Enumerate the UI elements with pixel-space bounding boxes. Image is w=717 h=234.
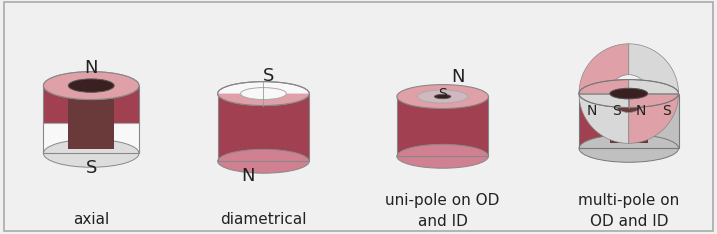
Polygon shape	[44, 124, 139, 153]
Wedge shape	[629, 94, 678, 107]
Polygon shape	[68, 86, 114, 149]
Polygon shape	[610, 94, 647, 143]
Wedge shape	[579, 44, 629, 94]
Wedge shape	[579, 80, 629, 94]
Ellipse shape	[417, 90, 467, 103]
Ellipse shape	[397, 85, 488, 109]
FancyBboxPatch shape	[4, 2, 713, 231]
Text: N: N	[636, 105, 647, 118]
Polygon shape	[44, 86, 139, 124]
Ellipse shape	[397, 144, 488, 168]
Wedge shape	[629, 94, 678, 143]
Text: N: N	[241, 167, 255, 185]
Text: S: S	[438, 87, 447, 101]
Text: uni-pole on OD
and ID: uni-pole on OD and ID	[386, 193, 500, 229]
Text: multi-pole on
OD and ID: multi-pole on OD and ID	[578, 193, 680, 229]
Text: N: N	[85, 59, 98, 77]
Polygon shape	[604, 94, 629, 148]
Wedge shape	[629, 44, 678, 94]
Ellipse shape	[44, 139, 139, 167]
Wedge shape	[629, 94, 678, 107]
Ellipse shape	[218, 149, 309, 173]
Text: S: S	[262, 67, 274, 85]
Polygon shape	[218, 94, 309, 161]
Ellipse shape	[579, 134, 678, 162]
Ellipse shape	[68, 79, 114, 92]
Wedge shape	[629, 80, 678, 94]
Ellipse shape	[435, 94, 451, 99]
Ellipse shape	[240, 88, 286, 99]
Polygon shape	[397, 97, 488, 156]
Text: S: S	[662, 105, 670, 118]
Polygon shape	[654, 94, 678, 148]
Wedge shape	[629, 80, 678, 94]
Text: S: S	[612, 105, 621, 118]
Polygon shape	[218, 94, 309, 106]
Wedge shape	[579, 94, 629, 107]
Text: N: N	[587, 105, 597, 118]
Polygon shape	[629, 94, 654, 148]
Ellipse shape	[44, 72, 139, 99]
Ellipse shape	[44, 72, 139, 99]
Wedge shape	[579, 94, 629, 143]
Wedge shape	[579, 80, 629, 94]
Polygon shape	[579, 94, 604, 148]
Ellipse shape	[218, 82, 309, 106]
Ellipse shape	[610, 88, 647, 99]
Text: diametrical: diametrical	[220, 212, 307, 227]
Wedge shape	[579, 94, 629, 107]
Text: S: S	[85, 159, 97, 177]
Text: N: N	[451, 68, 465, 86]
Text: axial: axial	[73, 212, 109, 227]
